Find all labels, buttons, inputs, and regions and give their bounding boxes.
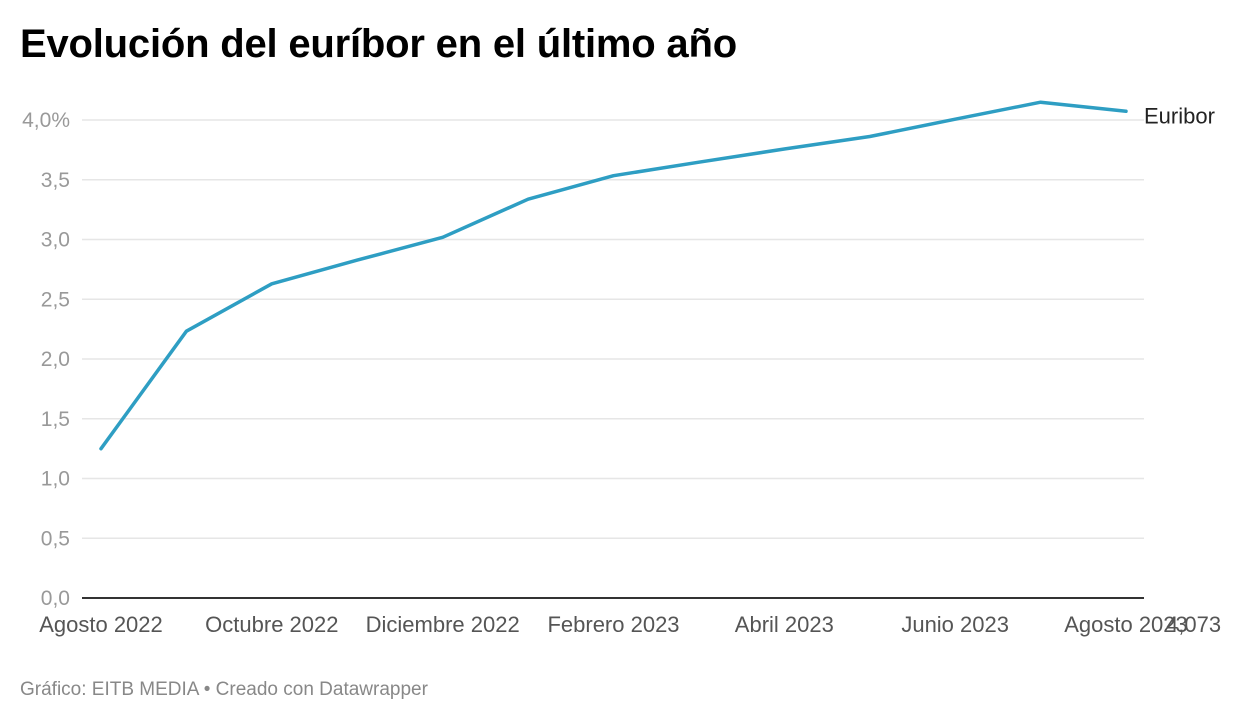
data-point — [99, 446, 104, 451]
data-point — [867, 134, 872, 139]
data-point — [355, 258, 360, 263]
data-point — [526, 197, 531, 202]
data-point — [440, 235, 445, 240]
x-axis-ticks: Agosto 2022 Octubre 2022 Diciembre 2022 Feb… — [39, 612, 1188, 637]
x-tick-label: Octubre 2022 — [205, 612, 338, 637]
x-tick-label: Diciembre 2022 — [366, 612, 520, 637]
data-point — [1124, 109, 1129, 114]
series-label-euribor: Euribor — [1144, 103, 1215, 128]
data-point — [184, 329, 189, 334]
y-tick-label: 3,0 — [41, 229, 70, 252]
chart-title: Evolución del euríbor en el último año — [20, 22, 737, 66]
y-tick-label: 2,5 — [41, 288, 70, 311]
x-tick-label: Abril 2023 — [735, 612, 834, 637]
data-point — [782, 147, 787, 152]
y-tick-label: 1,0 — [41, 468, 70, 491]
series-line-euribor — [99, 100, 1128, 451]
footer-separator: • — [203, 679, 211, 700]
data-point — [1038, 100, 1043, 105]
y-tick-label: 3,5 — [41, 169, 70, 192]
series-layer: Euribor 4,073 — [99, 100, 1221, 637]
x-tick-label: Agosto 2023 — [1064, 612, 1188, 637]
y-axis-ticks: 0,0 0,5 1,0 1,5 2,0 2,5 3,0 3,5 4,0% — [22, 109, 70, 610]
x-tick-label: Agosto 2022 — [39, 612, 163, 637]
y-tick-label: 0,0 — [41, 587, 70, 610]
y-tick-label: 1,5 — [41, 408, 70, 431]
y-tick-label: 2,0 — [41, 348, 70, 371]
y-tick-label: 0,5 — [41, 527, 70, 550]
chart-footer: Gráfico: EITB MEDIA • Creado con Datawra… — [20, 679, 428, 701]
y-tick-label: 4,0% — [22, 109, 70, 132]
footer-source: Gráfico: EITB MEDIA — [20, 679, 199, 700]
x-tick-label: Febrero 2023 — [547, 612, 679, 637]
grid-lines — [82, 119, 1144, 539]
data-point — [696, 160, 701, 165]
data-point — [269, 281, 274, 286]
data-point — [953, 117, 958, 122]
last-value-label: 4,073 — [1166, 612, 1221, 637]
data-point — [611, 173, 616, 178]
x-tick-label: Junio 2023 — [901, 612, 1009, 637]
footer-created-with: Creado con Datawrapper — [215, 679, 428, 700]
